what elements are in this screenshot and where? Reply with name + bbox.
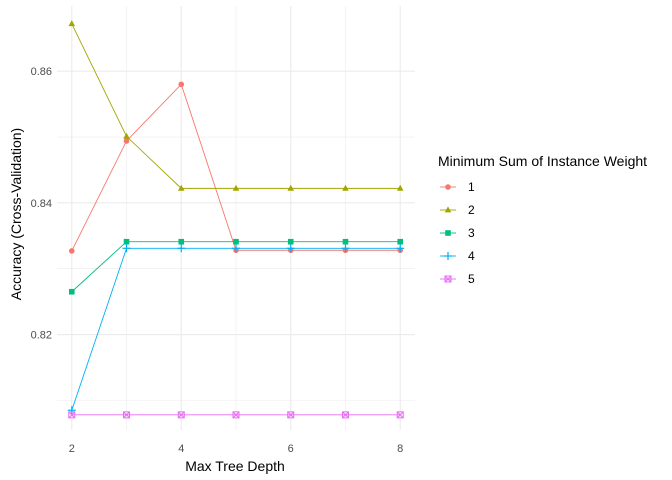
legend-key-marker — [444, 252, 452, 260]
data-point — [123, 132, 130, 139]
series-layer — [67, 20, 405, 419]
legend: Minimum Sum of Instance Weight 1 2 3 4 5 — [438, 153, 647, 286]
y-tick-label: 0.84 — [31, 198, 52, 210]
legend-item: 3 — [440, 226, 475, 240]
x-tick-label: 4 — [178, 443, 184, 455]
x-tick-label: 2 — [69, 443, 75, 455]
data-point — [341, 244, 350, 253]
y-axis-title: Accuracy (Cross-Validation) — [8, 128, 24, 300]
data-point — [123, 138, 130, 144]
data-point — [287, 238, 294, 245]
legend-item: 5 — [440, 272, 475, 286]
data-point — [287, 184, 295, 191]
data-point — [342, 184, 349, 191]
data-point — [177, 184, 185, 191]
grid-lines — [57, 6, 415, 430]
x-tick-label: 8 — [397, 443, 403, 455]
legend-title: Minimum Sum of Instance Weight — [438, 153, 647, 169]
legend-label: 5 — [468, 272, 475, 286]
series-2 — [68, 20, 404, 191]
data-point — [396, 184, 404, 191]
data-point — [123, 238, 130, 245]
data-point — [341, 411, 349, 419]
data-point — [232, 184, 240, 191]
tick-labels: 2 4 6 8 0.82 0.84 0.86 — [31, 66, 404, 455]
legend-item: 4 — [440, 249, 475, 263]
series-5 — [68, 411, 404, 419]
data-point — [396, 244, 405, 253]
data-point — [177, 244, 186, 253]
data-point — [287, 411, 295, 419]
data-point — [397, 238, 404, 245]
x-axis-title: Max Tree Depth — [185, 458, 285, 474]
legend-label: 3 — [468, 226, 475, 240]
data-point — [232, 244, 240, 253]
series-4 — [67, 244, 405, 415]
data-point — [122, 244, 131, 253]
data-point — [67, 406, 76, 415]
legend-label: 2 — [468, 203, 475, 217]
data-point — [68, 248, 75, 254]
legend-item: 1 — [440, 180, 475, 194]
legend-key-marker — [445, 230, 451, 236]
legend-label: 1 — [468, 180, 475, 194]
data-point — [68, 20, 76, 27]
data-point — [68, 288, 75, 295]
data-point — [396, 411, 404, 419]
data-point — [233, 238, 239, 245]
legend-key-marker — [445, 184, 451, 190]
x-tick-label: 6 — [288, 443, 294, 455]
series-3 — [68, 238, 404, 295]
legend-key-marker — [444, 206, 452, 213]
legend-item: 2 — [440, 203, 475, 217]
data-point — [286, 244, 295, 253]
data-point — [177, 411, 185, 419]
legend-key-marker — [444, 275, 452, 283]
data-point — [342, 238, 349, 245]
y-tick-label: 0.86 — [31, 66, 52, 78]
data-point — [68, 411, 76, 419]
y-tick-label: 0.82 — [31, 330, 52, 342]
data-point — [178, 238, 185, 245]
legend-label: 4 — [468, 249, 475, 263]
data-point — [232, 411, 240, 419]
data-point — [178, 81, 185, 88]
data-point — [123, 411, 131, 419]
